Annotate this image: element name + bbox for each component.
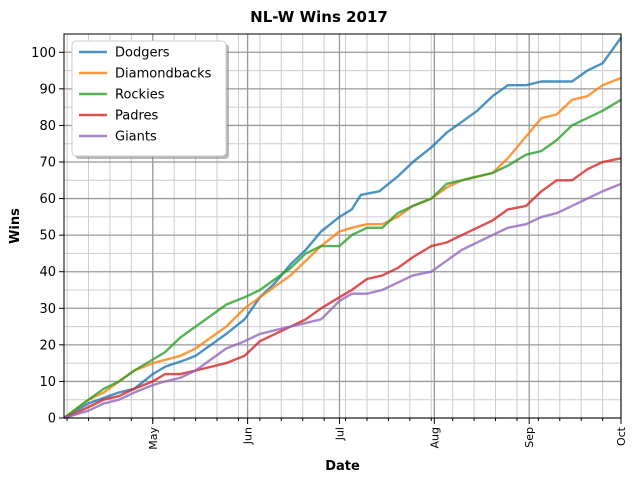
plot-frame bbox=[63, 33, 622, 419]
y-tick-label: 40 bbox=[39, 265, 56, 280]
y-tick-label: 60 bbox=[39, 192, 56, 207]
series-line-diamondbacks bbox=[63, 76, 622, 419]
y-tick-label: 90 bbox=[39, 82, 56, 97]
ticks-layer: 0 10 20 30 40 50 60 70 80 90 100 May Jun Jul Aug Sep Oct bbox=[31, 46, 628, 450]
legend-entry: Giants bbox=[115, 130, 157, 145]
x-tick-label: Aug bbox=[428, 427, 441, 448]
legend-entry: Padres bbox=[115, 109, 159, 124]
y-axis-label: Wins bbox=[8, 208, 23, 244]
series-layer bbox=[63, 36, 622, 420]
legend: Dodgers Diamondbacks Rockies Padres Giants bbox=[71, 40, 229, 159]
legend-box bbox=[71, 40, 227, 157]
x-axis-label: Date bbox=[325, 459, 360, 474]
legend-entry: Rockies bbox=[115, 88, 165, 103]
y-tick-label: 0 bbox=[48, 412, 56, 427]
x-tick-label: Oct bbox=[615, 426, 628, 446]
series-line-giants bbox=[63, 182, 622, 420]
y-tick-label: 100 bbox=[31, 46, 56, 61]
x-tick-label: Jun bbox=[242, 427, 255, 445]
y-tick-label: 50 bbox=[39, 229, 56, 244]
legend-entry: Diamondbacks bbox=[115, 67, 212, 82]
y-tick-label: 20 bbox=[39, 338, 56, 353]
legend-entry: Dodgers bbox=[115, 46, 170, 61]
chart-title: NL-W Wins 2017 bbox=[250, 8, 388, 26]
series-line-rockies bbox=[63, 98, 622, 419]
series-line-padres bbox=[63, 157, 622, 420]
x-tick-label: Sep bbox=[523, 427, 536, 448]
y-tick-label: 10 bbox=[39, 375, 56, 390]
series-line-dodgers bbox=[63, 36, 622, 420]
x-tick-label: May bbox=[147, 427, 160, 450]
y-tick-label: 30 bbox=[39, 302, 56, 317]
y-tick-label: 80 bbox=[39, 119, 56, 134]
x-tick-label: Jul bbox=[333, 427, 346, 441]
y-tick-label: 70 bbox=[39, 156, 56, 171]
